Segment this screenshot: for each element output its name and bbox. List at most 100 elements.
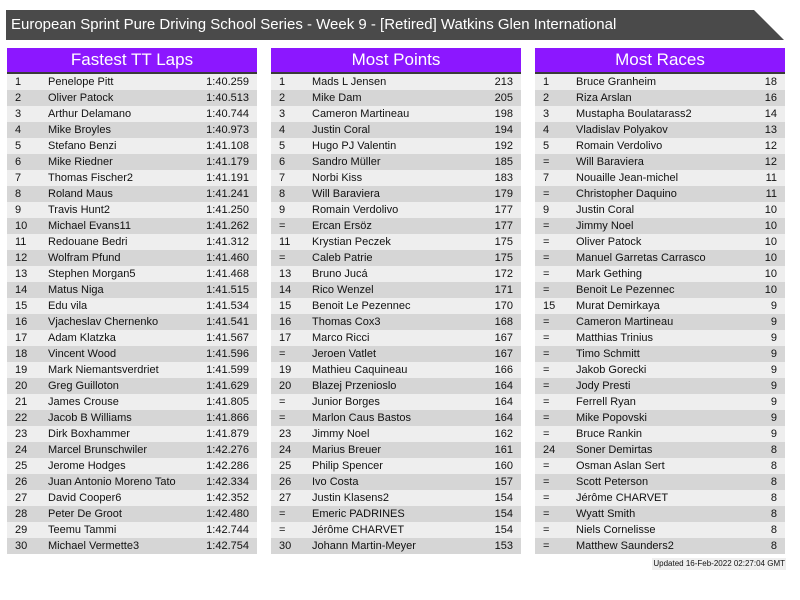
table-row: = Mark Gething 10: [535, 266, 785, 282]
rank: =: [543, 428, 550, 440]
panel-most-races: Most Races 1 Bruce Granheim 18 2 Riza Arslan…: [535, 48, 785, 554]
rank: 3: [543, 108, 550, 120]
rank: 12: [15, 252, 28, 264]
rank: 9: [279, 204, 286, 216]
rank: 8: [279, 188, 286, 200]
driver-name: Adam Klatzka: [48, 332, 116, 344]
driver-name: Mark Gething: [576, 268, 643, 280]
value: 164: [494, 396, 513, 408]
rank: 25: [279, 460, 292, 472]
table-row: 11 Redouane Bedri 1:41.312: [7, 234, 257, 250]
value: 9: [770, 428, 777, 440]
value: 10: [764, 284, 777, 296]
rank: 27: [15, 492, 28, 504]
value: 10: [764, 268, 777, 280]
value: 161: [494, 444, 513, 456]
value: 179: [494, 188, 513, 200]
value: 167: [494, 332, 513, 344]
rank: 27: [279, 492, 292, 504]
table-row: 7 Thomas Fischer2 1:41.191: [7, 170, 257, 186]
rank: 16: [279, 316, 292, 328]
page-title: European Sprint Pure Driving School Seri…: [6, 10, 784, 40]
table-row: 14 Matus Niga 1:41.515: [7, 282, 257, 298]
table-row: = Jeroen Vatlet 167: [271, 346, 521, 362]
rank: 30: [279, 540, 292, 552]
value: 8: [770, 444, 777, 456]
rank: =: [279, 508, 286, 520]
panel-heading: Fastest TT Laps: [7, 48, 257, 74]
rank: =: [279, 348, 286, 360]
driver-name: Teemu Tammi: [48, 524, 117, 536]
table-row: 1 Bruce Granheim 18: [535, 74, 785, 90]
rank: =: [543, 188, 550, 200]
table-row: = Matthias Trinius 9: [535, 330, 785, 346]
driver-name: Ferrell Ryan: [576, 396, 636, 408]
driver-name: Oliver Patock: [576, 236, 642, 248]
value: 9: [770, 412, 777, 424]
table-row: 5 Stefano Benzi 1:41.108: [7, 138, 257, 154]
table-row: = Jimmy Noel 10: [535, 218, 785, 234]
table-row: 29 Teemu Tammi 1:42.744: [7, 522, 257, 538]
rank: 29: [15, 524, 28, 536]
value: 1:40.259: [206, 76, 249, 88]
driver-name: Vjacheslav Chernenko: [48, 316, 159, 328]
driver-name: Riza Arslan: [576, 92, 632, 104]
driver-name: Jimmy Noel: [576, 220, 634, 232]
table-row: 30 Johann Martin-Meyer 153: [271, 538, 521, 554]
value: 172: [494, 268, 513, 280]
driver-name: Travis Hunt2: [48, 204, 110, 216]
value: 170: [494, 300, 513, 312]
table-row: 4 Vladislav Polyakov 13: [535, 122, 785, 138]
rank: =: [279, 252, 286, 264]
driver-name: Justin Coral: [312, 124, 371, 136]
table-row: 4 Mike Broyles 1:40.973: [7, 122, 257, 138]
table-row: = Christopher Daquino 11: [535, 186, 785, 202]
table-row: 16 Vjacheslav Chernenko 1:41.541: [7, 314, 257, 330]
driver-name: Marius Breuer: [312, 444, 382, 456]
rank: 1: [15, 76, 22, 88]
rank: 14: [15, 284, 28, 296]
rank: =: [543, 252, 550, 264]
table-row: 15 Edu vila 1:41.534: [7, 298, 257, 314]
rank: =: [543, 220, 550, 232]
value: 183: [494, 172, 513, 184]
driver-name: Justin Klasens2: [312, 492, 390, 504]
value: 177: [494, 220, 513, 232]
driver-name: Murat Demirkaya: [576, 300, 660, 312]
driver-name: Benoit Le Pezennec: [312, 300, 411, 312]
table-row: = Emeric PADRINES 154: [271, 506, 521, 522]
value: 8: [770, 508, 777, 520]
driver-name: Stefano Benzi: [48, 140, 117, 152]
table-row: 3 Mustapha Boulatarass2 14: [535, 106, 785, 122]
rank: =: [543, 524, 550, 536]
value: 9: [770, 364, 777, 376]
rank: 17: [15, 332, 28, 344]
rank: 26: [15, 476, 28, 488]
rank: =: [543, 492, 550, 504]
value: 1:41.629: [206, 380, 249, 392]
rank: 15: [15, 300, 28, 312]
value: 213: [494, 76, 513, 88]
driver-name: Marlon Caus Bastos: [312, 412, 412, 424]
rank: 23: [15, 428, 28, 440]
driver-name: Matthias Trinius: [576, 332, 654, 344]
table-row: 20 Blazej Przenioslo 164: [271, 378, 521, 394]
driver-name: Matthew Saunders2: [576, 540, 674, 552]
rank: 30: [15, 540, 28, 552]
driver-name: Greg Guilloton: [48, 380, 119, 392]
driver-name: Peter De Groot: [48, 508, 122, 520]
driver-name: Sandro Müller: [312, 156, 381, 168]
table-row: = Osman Aslan Sert 8: [535, 458, 785, 474]
value: 16: [764, 92, 777, 104]
table-row: 19 Mathieu Caquineau 166: [271, 362, 521, 378]
rank: =: [279, 396, 286, 408]
driver-name: Will Baraviera: [576, 156, 644, 168]
value: 1:42.276: [206, 444, 249, 456]
driver-name: Jérôme CHARVET: [576, 492, 669, 504]
table-row: 3 Arthur Delamano 1:40.744: [7, 106, 257, 122]
rank: 19: [15, 364, 28, 376]
driver-name: Osman Aslan Sert: [576, 460, 665, 472]
driver-name: Mike Riedner: [48, 156, 113, 168]
value: 10: [764, 220, 777, 232]
driver-name: Mathieu Caquineau: [312, 364, 408, 376]
